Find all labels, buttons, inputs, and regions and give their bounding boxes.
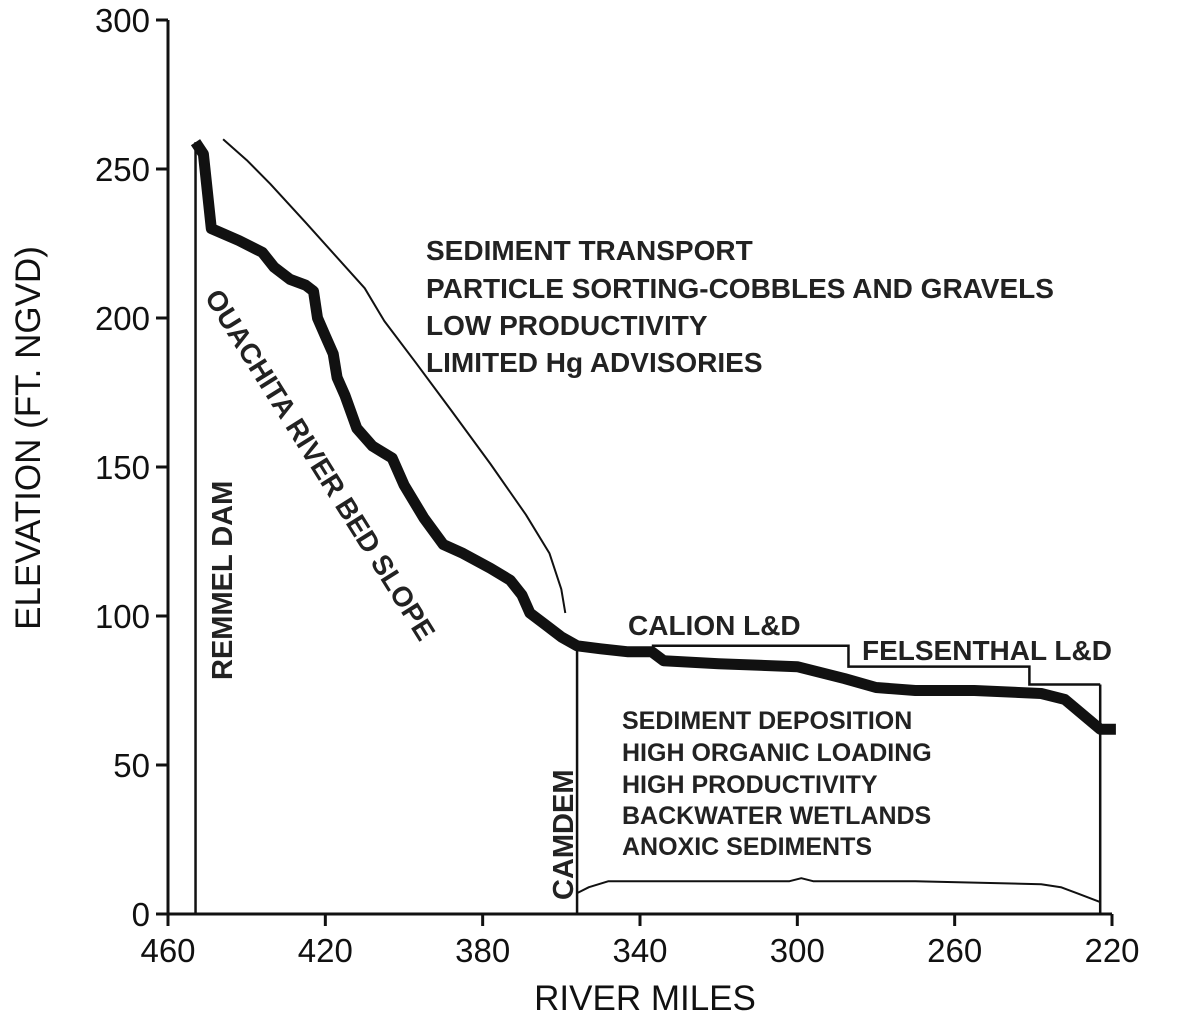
- x-ticks: 460 420 380 340 300 260 220: [140, 914, 1140, 969]
- upper-reach-bracket: [222, 138, 567, 614]
- lower-note-5: ANOXIC SEDIMENTS: [622, 833, 872, 861]
- lower-note-1: SEDIMENT DEPOSITION: [622, 707, 912, 735]
- x-axis-title: RIVER MILES: [534, 979, 756, 1018]
- upper-note-2: PARTICLE SORTING-COBBLES AND GRAVELS: [426, 273, 1054, 304]
- x-tick-label-220: 220: [1084, 932, 1139, 969]
- x-tick-label-340: 340: [612, 932, 667, 969]
- x-tick-label-260: 260: [927, 932, 982, 969]
- felsenthal-label: FELSENTHAL L&D: [862, 635, 1112, 666]
- calion-label: CALION L&D: [628, 610, 801, 641]
- reach-brackets: [222, 138, 1101, 904]
- camden-label: CAMDEM: [548, 770, 580, 901]
- pool-steps: [651, 644, 1101, 686]
- y-tick-label-100: 100: [95, 598, 150, 635]
- y-tick-label-50: 50: [113, 747, 150, 784]
- x-tick-label-460: 460: [140, 932, 195, 969]
- y-tick-label-250: 250: [95, 151, 150, 188]
- x-tick-label-420: 420: [298, 932, 353, 969]
- remmel-dam-label: REMMEL DAM: [207, 481, 239, 680]
- y-tick-label-200: 200: [95, 300, 150, 337]
- lower-note-2: HIGH ORGANIC LOADING: [622, 739, 932, 767]
- x-tick-label-380: 380: [455, 932, 510, 969]
- upper-reach-notes: SEDIMENT TRANSPORT PARTICLE SORTING-COBB…: [426, 235, 1054, 378]
- series-line-0: [190, 139, 1116, 735]
- lower-reach-notes: SEDIMENT DEPOSITION HIGH ORGANIC LOADING…: [622, 707, 932, 861]
- upper-note-1: SEDIMENT TRANSPORT: [426, 235, 753, 266]
- lower-note-3: HIGH PRODUCTIVITY: [622, 771, 878, 799]
- y-ticks: 0 50 100 150 200 250 300: [95, 2, 168, 933]
- y-tick-label-0: 0: [132, 896, 150, 933]
- river-bed-profile: [190, 139, 1116, 735]
- lower-note-4: BACKWATER WETLANDS: [622, 802, 931, 830]
- y-axis-title: ELEVATION (FT. NGVD): [9, 246, 48, 630]
- y-tick-label-300: 300: [95, 2, 150, 39]
- upper-note-4: LIMITED Hg ADVISORIES: [426, 347, 763, 378]
- x-tick-label-300: 300: [770, 932, 825, 969]
- y-tick-label-150: 150: [95, 449, 150, 486]
- lower-reach-bracket: [576, 877, 1101, 904]
- upper-note-3: LOW PRODUCTIVITY: [426, 310, 708, 341]
